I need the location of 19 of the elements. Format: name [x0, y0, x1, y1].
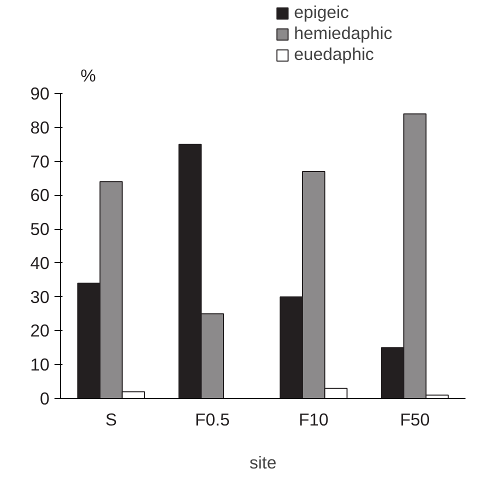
x-axis-title: site	[250, 452, 276, 472]
x-tick-label: F10	[298, 410, 329, 430]
y-tick-label: 10	[30, 354, 50, 375]
y-tick-label: 70	[30, 151, 50, 172]
y-tick-label: 20	[30, 320, 50, 341]
y-tick-label: 80	[30, 117, 50, 138]
y-tick-label: 60	[30, 185, 50, 206]
y-tick-label: 40	[30, 252, 50, 273]
x-tick-label: S	[105, 410, 117, 430]
y-tick-label: 50	[30, 219, 50, 240]
x-tick-label: F50	[400, 410, 430, 430]
legend-label: euedaphic	[294, 44, 374, 65]
legend-label: epigeic	[294, 2, 349, 23]
y-tick-label: 30	[30, 286, 50, 307]
x-tick-label: F0.5	[195, 410, 230, 430]
y-axis-title: %	[80, 66, 96, 86]
y-tick-label: 90	[30, 84, 50, 104]
y-tick-label: 0	[40, 388, 50, 408]
legend-label: hemiedaphic	[294, 23, 392, 44]
